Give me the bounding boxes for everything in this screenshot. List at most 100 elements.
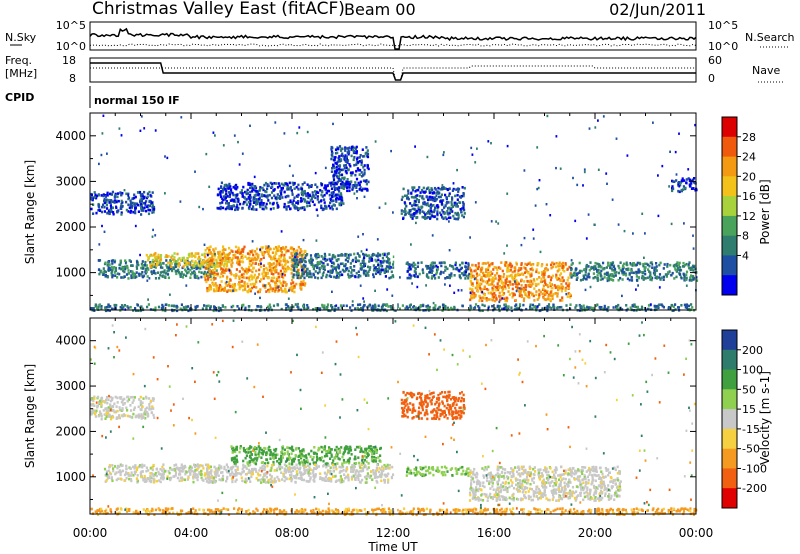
- power-cell: [337, 258, 340, 261]
- power-cell: [213, 289, 216, 293]
- power-cell: [408, 305, 411, 309]
- power-cell: [383, 271, 386, 274]
- power-cell: [337, 271, 340, 275]
- power-cell: [451, 205, 455, 208]
- power-cell: [635, 278, 639, 282]
- power-cell: [274, 288, 277, 292]
- power-cell: [217, 289, 220, 292]
- power-cell: [366, 155, 370, 159]
- power-cell: [496, 282, 499, 285]
- power-cell: [248, 253, 251, 256]
- power-cell: [406, 197, 409, 200]
- power-cell: [603, 276, 606, 279]
- power-cell: [490, 283, 493, 286]
- power-cell: [315, 257, 318, 260]
- power-cell: [225, 200, 228, 203]
- power-noise-cell: [652, 121, 654, 124]
- velocity-cell: [130, 415, 133, 419]
- power-cell: [568, 265, 571, 269]
- power-cell: [299, 283, 302, 286]
- power-cell: [268, 284, 272, 287]
- power-noise-cell: [259, 296, 261, 300]
- power-cell: [212, 309, 215, 313]
- power-cell: [272, 207, 275, 210]
- power-cell: [97, 205, 100, 209]
- power-cell: [377, 258, 380, 262]
- power-cell: [236, 186, 239, 189]
- power-cell: [219, 195, 223, 199]
- power-cell: [265, 202, 268, 206]
- power-cell: [227, 187, 230, 190]
- power-cell: [659, 261, 662, 265]
- power-cell: [431, 188, 434, 192]
- power-cell: [678, 261, 681, 265]
- power-cell: [355, 163, 358, 166]
- power-cell: [242, 202, 245, 206]
- velocity-cell: [94, 411, 97, 415]
- power-cell: [175, 304, 178, 308]
- power-cell: [204, 266, 207, 270]
- power-cell: [474, 303, 478, 306]
- power-cell: [676, 261, 679, 264]
- power-cell: [596, 303, 599, 307]
- power-cell: [256, 290, 260, 294]
- velocity-cell: [110, 417, 113, 421]
- power-cell: [175, 272, 178, 276]
- power-cell: [95, 211, 98, 215]
- power-cell: [297, 271, 300, 275]
- velocity-cell: [107, 409, 110, 412]
- power-cell: [220, 272, 223, 276]
- power-cell: [243, 284, 247, 287]
- power-cell: [155, 255, 158, 259]
- power-cell: [617, 271, 621, 275]
- power-cell: [236, 251, 239, 254]
- power-cell: [615, 306, 618, 309]
- power-cell: [510, 274, 513, 277]
- nave-series-line: [90, 65, 696, 81]
- power-cell: [135, 275, 138, 278]
- velocity-cell: [111, 396, 114, 400]
- power-cell: [373, 253, 376, 257]
- power-cell: [347, 183, 350, 186]
- velocity-cell: [149, 399, 153, 403]
- power-cell: [626, 277, 629, 281]
- power-cell: [283, 253, 286, 257]
- power-noise-cell: [534, 204, 537, 207]
- power-cell: [347, 168, 350, 171]
- power-cell: [609, 264, 612, 268]
- power-cell: [364, 152, 367, 155]
- power-noise-cell: [260, 262, 262, 265]
- power-cell: [469, 279, 472, 283]
- power-cell: [113, 199, 116, 202]
- velocity-cell: [162, 467, 165, 471]
- power-cell: [334, 173, 337, 177]
- power-cell: [204, 255, 207, 259]
- power-cell: [671, 271, 674, 275]
- power-cell: [390, 305, 393, 308]
- velocity-cell: [94, 415, 97, 418]
- power-cell: [152, 260, 155, 263]
- power-cell: [289, 306, 292, 309]
- power-cell: [224, 196, 227, 199]
- power-cell: [254, 250, 257, 253]
- power-cell: [274, 283, 277, 287]
- velocity-cell: [108, 464, 111, 467]
- power-cell: [622, 271, 625, 274]
- power-cell: [630, 269, 633, 273]
- power-cell: [442, 186, 445, 189]
- power-noise-cell: [362, 297, 365, 300]
- power-cell: [220, 280, 223, 283]
- power-cell: [90, 193, 93, 197]
- power-cell: [690, 182, 693, 185]
- velocity-cell: [137, 405, 140, 409]
- power-cell: [690, 303, 693, 306]
- power-cell: [444, 307, 447, 311]
- power-cell: [139, 193, 142, 197]
- power-noise-cell: [550, 306, 553, 310]
- power-cell: [128, 272, 131, 275]
- power-cell: [426, 202, 429, 205]
- power-cell: [600, 269, 603, 273]
- power-cell: [174, 269, 177, 273]
- power-cell: [255, 269, 258, 273]
- power-cell: [494, 294, 497, 297]
